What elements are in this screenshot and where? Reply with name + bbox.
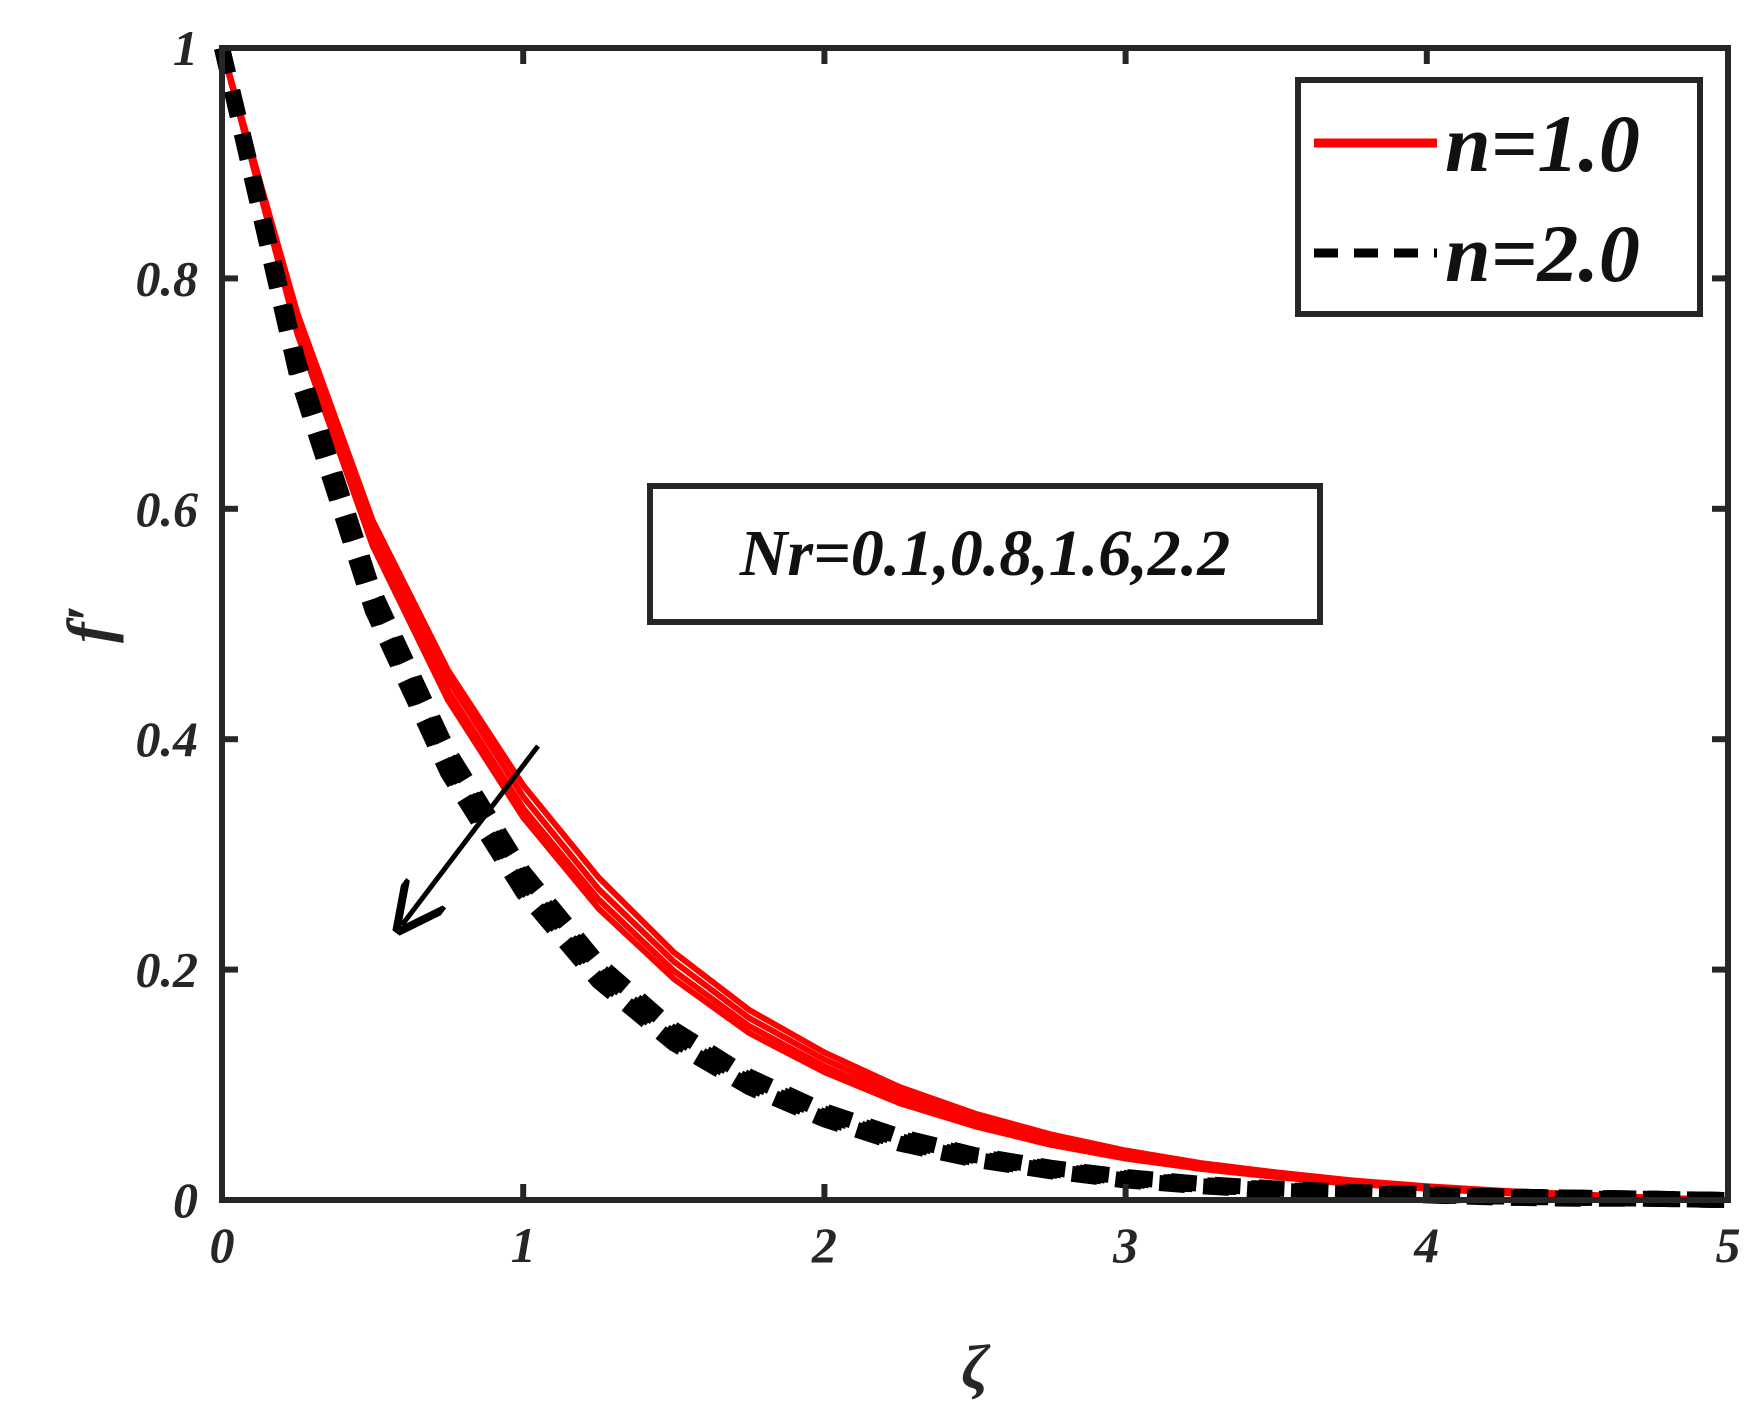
legend-box	[1295, 77, 1703, 317]
nr-annotation: Nr=0.1,0.8,1.6,2.2	[647, 483, 1323, 625]
series-line-n-2-0-nr-0-1	[214, 46, 1729, 1208]
y-axis-label: f′	[56, 605, 124, 643]
ticks-layer: 0 1 2 3 4 5 0 0.2 0.4 0.6 0.8 1	[136, 20, 1741, 1273]
legend: n=1.0 n=2.0	[1295, 77, 1703, 317]
annotation-text: Nr=0.1,0.8,1.6,2.2	[739, 517, 1230, 590]
x-tick-label-4: 4	[1413, 1217, 1439, 1273]
x-tick-label-1: 1	[511, 1217, 536, 1273]
x-tick-label-3: 3	[1112, 1217, 1138, 1273]
x-axis-label: ζ	[961, 1334, 991, 1402]
plot-frame	[219, 45, 1731, 1203]
legend-label-n2: n=2.0	[1445, 208, 1640, 299]
y-tick-label-3: 0.6	[136, 481, 199, 537]
y-tick-label-4: 0.8	[136, 250, 199, 306]
x-tick-label-0: 0	[210, 1217, 235, 1273]
x-tick-label-2: 2	[811, 1217, 837, 1273]
y-tick-label-5: 1	[173, 20, 198, 76]
y-tick-label-2: 0.4	[136, 711, 199, 767]
y-tick-label-1: 0.2	[136, 942, 199, 998]
legend-label-n1: n=1.0	[1445, 98, 1640, 189]
annotation-box	[647, 483, 1323, 625]
x-tick-label-5: 5	[1716, 1217, 1741, 1273]
series-line-n-2-0-nr-2-2	[214, 46, 1729, 1208]
trend-arrow	[402, 744, 540, 925]
series-layer	[214, 46, 1729, 1208]
y-tick-label-0: 0	[173, 1172, 198, 1228]
